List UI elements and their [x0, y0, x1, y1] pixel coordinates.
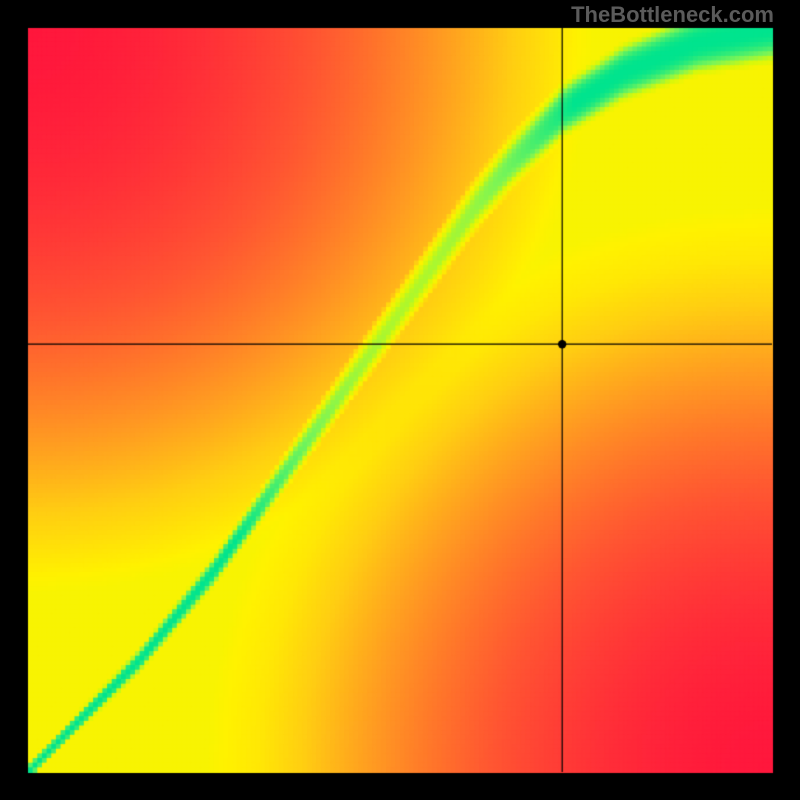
watermark-text: TheBottleneck.com — [571, 2, 774, 28]
bottleneck-heatmap — [0, 0, 800, 800]
chart-container: TheBottleneck.com — [0, 0, 800, 800]
